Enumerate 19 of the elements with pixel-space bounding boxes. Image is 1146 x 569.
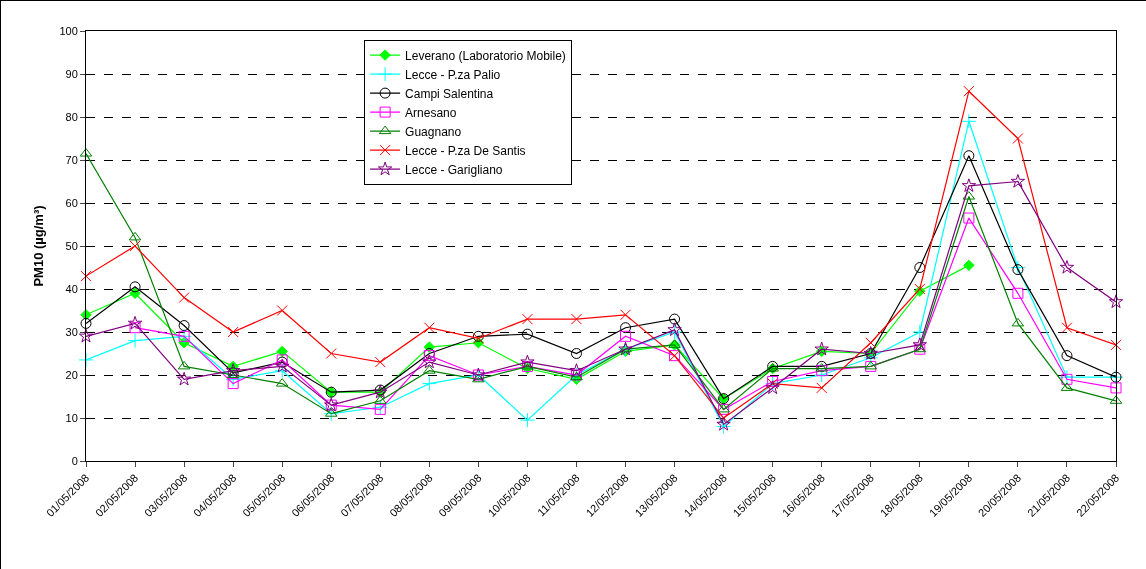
y-tick-label: 80: [65, 110, 78, 123]
y-tick-label: 100: [59, 24, 78, 37]
y-axis-title: PM10 (µg/m³): [31, 205, 47, 287]
y-tick-label: 70: [65, 153, 78, 166]
y-tick-label: 60: [65, 196, 78, 209]
y-tick-label: 10: [65, 411, 78, 424]
y-tick-label: 50: [65, 239, 78, 252]
legend-label: Guagnano: [405, 124, 462, 139]
y-tick-label: 30: [65, 325, 78, 338]
y-tick-label: 90: [65, 67, 78, 80]
legend-label: Lecce - P.za Palio: [405, 67, 501, 82]
legend-label: Campi Salentina: [405, 86, 494, 101]
legend-label: Arnesano: [405, 105, 457, 120]
y-tick-label: 0: [71, 454, 78, 467]
legend-label: Leverano (Laboratorio Mobile): [405, 48, 566, 63]
y-tick-label: 40: [65, 282, 78, 295]
y-tick-label: 20: [65, 368, 78, 381]
legend-label: Lecce - P.za De Santis: [405, 143, 526, 158]
legend-label: Lecce - Garigliano: [405, 162, 503, 177]
